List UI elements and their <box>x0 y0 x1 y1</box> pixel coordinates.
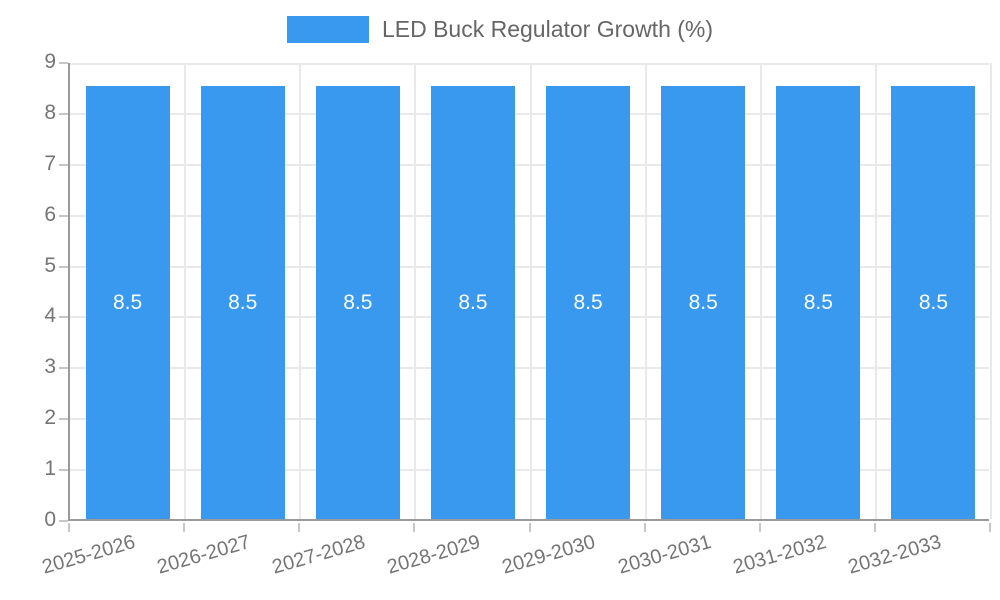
x-tick-label: 2028-2029 <box>384 531 484 579</box>
y-tick-label: 5 <box>44 253 56 277</box>
y-tick-mark <box>59 163 68 166</box>
legend-swatch-icon <box>286 16 369 43</box>
y-tick-mark <box>59 112 68 115</box>
bar[interactable]: 8.5 <box>315 86 400 519</box>
bar-value-label: 8.5 <box>112 290 143 314</box>
y-tick-mark <box>59 214 68 217</box>
y-tick-mark <box>59 316 68 319</box>
bar[interactable]: 8.5 <box>200 86 285 519</box>
y-tick-label: 6 <box>44 202 56 226</box>
bar[interactable]: 8.5 <box>661 86 746 519</box>
bar[interactable]: 8.5 <box>776 86 861 519</box>
legend-label: LED Buck Regulator Growth (%) <box>381 16 714 42</box>
bar[interactable]: 8.5 <box>546 86 631 519</box>
v-gridline <box>299 63 302 519</box>
bar[interactable]: 8.5 <box>430 86 515 519</box>
bar-value-label: 8.5 <box>343 290 373 314</box>
y-tick-label: 2 <box>44 406 56 430</box>
y-tick-label: 9 <box>44 49 56 73</box>
bar[interactable]: 8.5 <box>891 86 976 519</box>
x-tick-label: 2029-2030 <box>500 531 599 579</box>
y-tick-label: 4 <box>44 304 56 328</box>
bar-value-label: 8.5 <box>573 290 603 314</box>
v-gridline <box>990 63 992 519</box>
plot-area: 8.5 8.5 8.5 8.5 8.5 8.5 8.5 8.5 <box>68 63 992 521</box>
v-gridline <box>759 63 762 519</box>
y-tick-mark <box>59 418 68 421</box>
x-tick-label: 2032-2033 <box>845 531 944 579</box>
y-tick-mark <box>59 367 68 370</box>
v-gridline <box>874 63 877 519</box>
x-tick-mark <box>528 523 531 532</box>
y-tick-label: 3 <box>44 355 56 379</box>
v-gridline <box>414 63 417 519</box>
v-gridline <box>529 63 532 519</box>
x-tick-label: 2025-2026 <box>39 531 138 579</box>
y-tick-mark <box>59 265 68 268</box>
x-tick-label: 2030-2031 <box>615 531 714 579</box>
y-tick-mark <box>59 469 68 472</box>
x-tick-label: 2026-2027 <box>154 531 253 579</box>
bar-value-label: 8.5 <box>458 290 488 314</box>
v-gridline <box>184 63 187 519</box>
x-tick-mark <box>873 523 876 532</box>
y-tick-label: 8 <box>44 100 56 124</box>
bar[interactable]: 8.5 <box>85 86 170 519</box>
x-tick-mark <box>989 523 991 532</box>
x-tick-mark <box>298 523 301 532</box>
x-tick-mark <box>643 523 646 532</box>
chart-legend[interactable]: LED Buck Regulator Growth (%) <box>0 16 1000 43</box>
x-tick-mark <box>68 523 70 532</box>
y-tick-label: 0 <box>44 507 56 531</box>
x-tick-mark <box>183 523 186 532</box>
bar-value-label: 8.5 <box>803 290 833 314</box>
y-tick-label: 7 <box>44 151 56 175</box>
y-tick-mark <box>59 62 68 64</box>
bar-value-label: 8.5 <box>228 290 258 314</box>
x-tick-mark <box>413 523 416 532</box>
y-tick-label: 1 <box>44 456 56 480</box>
y-tick-mark <box>59 520 68 522</box>
x-tick-label: 2027-2028 <box>269 531 368 579</box>
x-tick-label: 2031-2032 <box>730 531 829 579</box>
bar-value-label: 8.5 <box>688 290 718 314</box>
x-tick-mark <box>758 523 761 532</box>
v-gridline <box>644 63 647 519</box>
bar-value-label: 8.5 <box>918 290 949 314</box>
